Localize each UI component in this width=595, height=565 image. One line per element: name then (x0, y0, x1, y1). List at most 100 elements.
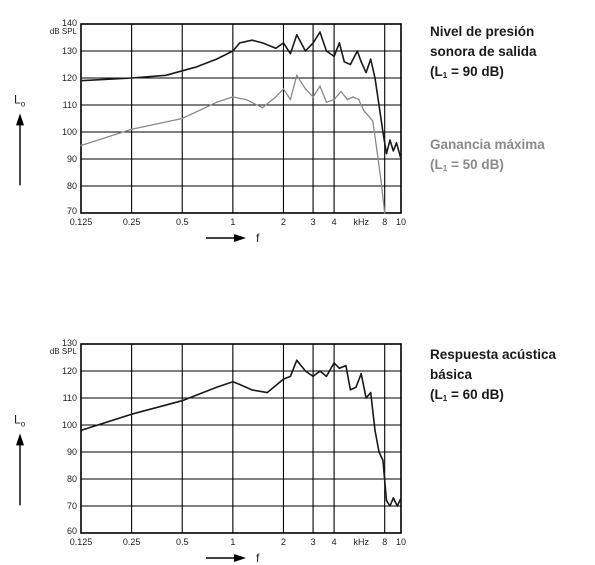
data-point (275, 47, 277, 49)
data-point (215, 386, 218, 388)
data-point (338, 367, 341, 369)
data-point (378, 104, 380, 106)
legend-max-gain-line2: (L1 = 50 dB) (430, 155, 545, 179)
plot-frame (80, 343, 402, 534)
x-tick-label: 10 (396, 217, 406, 227)
data-point (369, 391, 372, 394)
y-tick-label: 140 (62, 18, 77, 28)
legend-max-gain-line1: Ganancia máxima (430, 137, 545, 152)
data-point (80, 144, 82, 147)
data-point (289, 98, 292, 101)
x-tick-label: 4 (332, 217, 337, 227)
data-point (369, 58, 372, 60)
x-tick-label: 8 (382, 217, 387, 227)
data-point (385, 499, 388, 502)
data-point (392, 497, 395, 499)
data-point (382, 131, 384, 133)
x-tick-label: 8 (382, 537, 387, 547)
y-axis-label: Lo (14, 92, 26, 108)
legend-output-level: Nivel de presión sonora de salida (L1 = … (430, 22, 537, 86)
legend-basic-response-subscript: 1 (442, 394, 448, 403)
data-point (296, 34, 298, 36)
data-point (319, 85, 321, 87)
data-point (319, 370, 321, 372)
x-tick-label: 0.25 (123, 217, 141, 227)
data-point (181, 117, 183, 120)
data-point (356, 50, 359, 52)
y-tick-label: 80 (67, 181, 77, 191)
x-tick-label: 10 (396, 537, 406, 547)
data-point (325, 101, 328, 104)
data-point (282, 42, 285, 44)
legend-basic-response-line1: Respuesta acústica (430, 347, 557, 362)
data-point (296, 74, 298, 77)
y-tick-label: 80 (67, 474, 77, 484)
x-tick-label: 0.5 (176, 537, 189, 547)
legend-basic-response-paren: (L (430, 387, 443, 402)
data-point (355, 386, 357, 388)
y-tick-label: 100 (62, 127, 77, 137)
legend-max-gain: Ganancia máxima (L1 = 50 dB) (430, 135, 545, 179)
data-point (261, 42, 264, 44)
data-point (312, 42, 314, 44)
y-axis-subscript: o (21, 99, 26, 108)
arrow-icon (234, 234, 246, 242)
x-axis-label: f (256, 231, 260, 245)
y-tick-label: 100 (62, 420, 77, 430)
data-point (130, 128, 133, 130)
x-tick-label: kHz (353, 217, 369, 227)
data-point (319, 31, 321, 33)
data-point (376, 150, 378, 152)
x-tick-label: 1 (230, 537, 235, 547)
y-axis-label: Lo (14, 412, 26, 428)
data-point (340, 90, 342, 93)
legend-output-level-line1: Nivel de presión (430, 24, 535, 39)
data-point (352, 96, 354, 98)
y-unit-label: dB SPL (50, 347, 78, 356)
data-point (333, 98, 335, 101)
data-point (289, 375, 292, 378)
data-point (360, 61, 362, 63)
legend-basic-response-value: = 60 dB) (447, 387, 504, 402)
y-tick-label: 90 (67, 154, 77, 164)
x-tick-label: 0.125 (70, 537, 93, 547)
y-unit-label: dB SPL (50, 27, 78, 36)
data-point (367, 115, 370, 117)
data-point (396, 505, 398, 507)
x-tick-label: 0.25 (123, 537, 141, 547)
data-point (380, 179, 382, 182)
data-point (382, 459, 384, 461)
data-point (365, 397, 367, 399)
legend-max-gain-subscript: 1 (442, 164, 448, 173)
data-point (372, 120, 374, 122)
data-point (346, 98, 349, 101)
data-point (296, 359, 298, 361)
data-point (384, 212, 386, 214)
data-point (251, 39, 253, 41)
data-point (239, 383, 241, 386)
y-tick-label: 110 (63, 393, 77, 403)
y-axis-subscript: o (21, 419, 26, 428)
data-point (395, 142, 398, 144)
data-point (374, 77, 376, 79)
data-point (378, 451, 380, 453)
x-tick-label: kHz (353, 537, 369, 547)
data-point (385, 152, 388, 155)
x-tick-label: 2 (281, 217, 286, 227)
y-tick-label: 110 (63, 100, 77, 110)
data-point (312, 375, 314, 378)
data-point (275, 96, 277, 98)
data-point (232, 50, 234, 52)
arrow-icon (234, 554, 246, 562)
data-point (165, 74, 167, 77)
data-point (389, 139, 391, 141)
x-tick-label: 1 (230, 217, 235, 227)
y-tick-label: 90 (67, 447, 77, 457)
data-point (312, 96, 314, 98)
data-point (239, 42, 241, 44)
legend-basic-response-line2: básica (430, 367, 473, 382)
legend-max-gain-paren: (L (430, 157, 443, 172)
data-point (245, 98, 247, 101)
